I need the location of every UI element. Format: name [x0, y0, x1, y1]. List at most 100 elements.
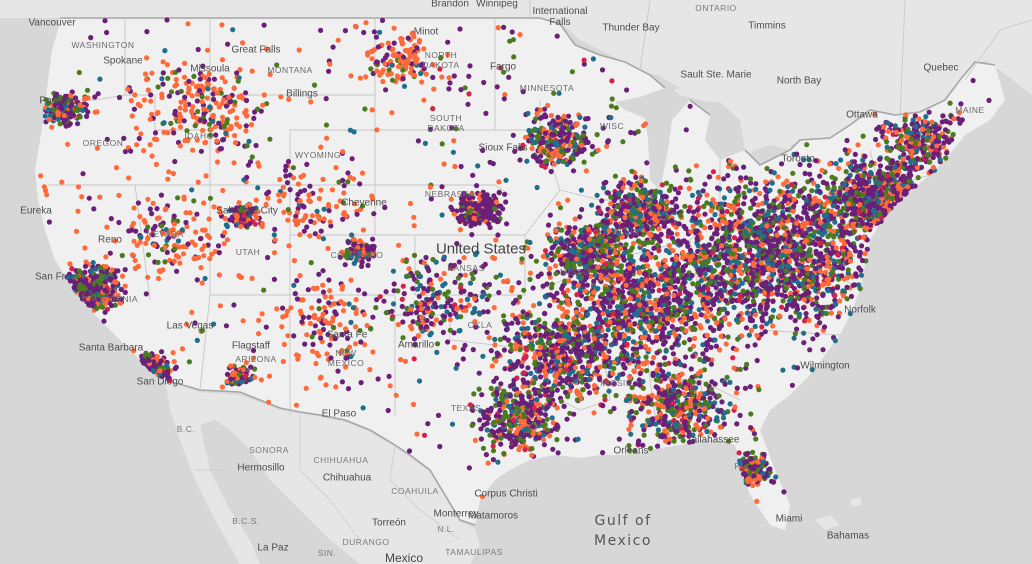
point-marker — [752, 312, 759, 318]
point-marker — [651, 205, 657, 211]
point-marker — [813, 248, 819, 254]
point-marker — [839, 265, 846, 271]
point-marker — [774, 226, 781, 232]
point-marker — [501, 347, 507, 353]
point-marker — [877, 163, 884, 169]
point-marker — [831, 234, 837, 240]
point-marker — [537, 351, 543, 357]
point-marker — [752, 212, 758, 218]
point-marker — [614, 204, 621, 210]
point-marker — [753, 436, 759, 442]
point-marker — [844, 275, 851, 281]
point-marker — [599, 292, 605, 298]
point-marker — [537, 368, 543, 374]
point-marker — [686, 168, 692, 174]
point-marker — [529, 446, 535, 452]
point-marker — [847, 164, 854, 170]
point-marker — [667, 285, 674, 291]
point-marker — [664, 320, 671, 326]
point-marker — [677, 402, 683, 408]
point-marker — [858, 163, 864, 169]
point-marker — [636, 377, 642, 383]
point-marker — [502, 321, 509, 327]
point-marker — [683, 226, 689, 232]
point-marker — [589, 151, 596, 157]
point-marker — [719, 307, 725, 313]
point-marker — [824, 254, 830, 260]
point-marker — [514, 375, 520, 381]
point-marker — [769, 291, 775, 297]
point-marker — [540, 283, 546, 289]
point-marker — [656, 204, 662, 211]
point-marker — [577, 341, 583, 347]
point-marker — [854, 189, 860, 196]
point-marker — [695, 394, 702, 400]
point-marker — [719, 235, 726, 241]
point-marker — [708, 361, 715, 367]
point-marker — [492, 342, 498, 348]
point-marker — [508, 342, 514, 348]
point-marker — [747, 384, 753, 390]
point-marker — [884, 165, 891, 171]
point-marker — [510, 381, 516, 387]
point-marker — [858, 267, 864, 273]
point-marker — [816, 188, 823, 194]
point-marker — [526, 394, 532, 400]
point-marker — [706, 242, 712, 248]
point-marker — [660, 421, 667, 428]
point-marker — [614, 304, 621, 310]
point-marker — [831, 184, 837, 191]
point-marker — [585, 311, 591, 317]
point-marker — [851, 159, 858, 165]
point-marker — [746, 332, 753, 338]
point-marker — [822, 202, 828, 208]
point-marker — [554, 387, 560, 393]
mexico-state-borders — [195, 412, 461, 541]
point-marker — [671, 261, 678, 267]
point-marker — [834, 285, 841, 291]
point-marker — [850, 221, 856, 227]
point-marker — [486, 335, 492, 341]
point-marker — [680, 264, 686, 270]
point-marker — [730, 355, 736, 361]
point-marker — [762, 329, 768, 335]
point-marker — [862, 251, 868, 257]
point-marker — [811, 259, 817, 265]
point-marker — [613, 392, 619, 399]
point-marker — [712, 221, 718, 227]
point-marker — [756, 215, 762, 221]
point-marker — [472, 437, 478, 443]
point-marker — [851, 244, 857, 250]
point-marker — [674, 277, 680, 283]
point-marker — [787, 234, 793, 240]
point-marker — [600, 403, 606, 409]
point-marker — [809, 188, 815, 194]
point-marker — [608, 208, 614, 214]
point-marker — [655, 427, 662, 433]
point-marker — [884, 195, 890, 201]
point-marker — [644, 224, 650, 230]
point-marker — [516, 280, 522, 286]
point-marker — [707, 325, 714, 331]
point-marker — [642, 329, 648, 336]
point-marker — [825, 288, 831, 294]
point-marker — [673, 254, 679, 260]
point-marker — [680, 249, 686, 256]
point-marker — [738, 235, 744, 241]
point-marker — [831, 228, 837, 234]
point-marker — [646, 323, 652, 329]
point-marker — [772, 330, 779, 336]
point-marker — [565, 393, 571, 400]
point-marker — [562, 118, 569, 124]
point-marker — [510, 417, 516, 423]
point-marker — [630, 327, 636, 333]
point-marker — [720, 415, 727, 421]
point-marker — [747, 317, 754, 323]
point-marker — [690, 281, 696, 287]
point-marker — [588, 295, 594, 302]
point-marker — [608, 201, 614, 207]
point-marker — [794, 303, 800, 309]
point-marker — [763, 279, 769, 285]
point-marker — [707, 395, 713, 401]
